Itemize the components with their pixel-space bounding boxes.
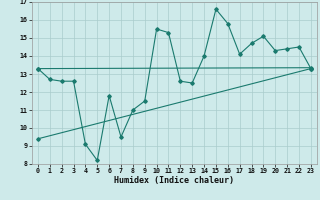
X-axis label: Humidex (Indice chaleur): Humidex (Indice chaleur)	[115, 176, 234, 185]
